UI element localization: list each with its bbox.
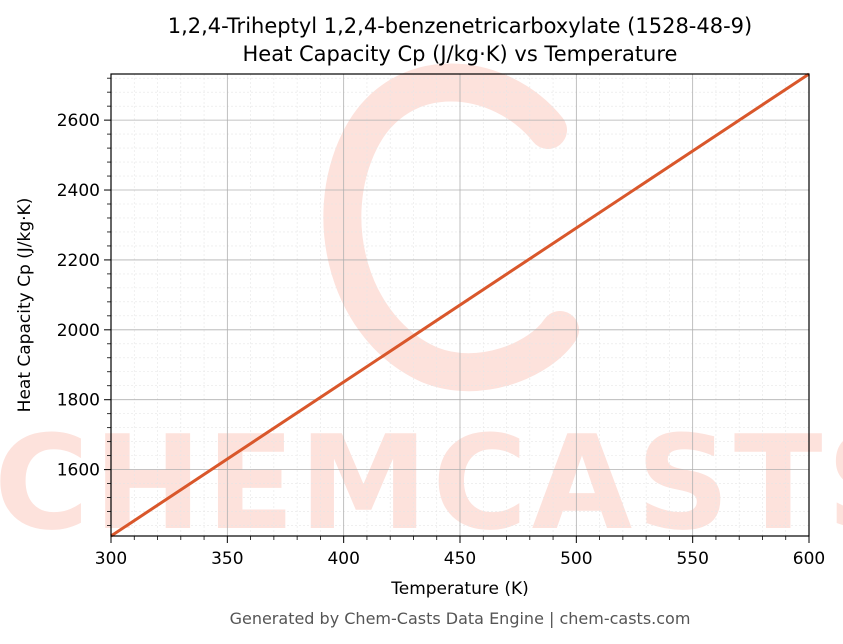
- y-tick-label: 2600: [57, 111, 100, 131]
- y-axis: 1600 1800 2000 2200 2400 2600: [57, 77, 111, 526]
- x-tick-label: 400: [327, 549, 359, 569]
- x-tick-label: 350: [211, 549, 243, 569]
- x-tick-label: 500: [560, 549, 592, 569]
- x-tick-label: 600: [793, 549, 825, 569]
- x-tick-label: 550: [676, 549, 708, 569]
- y-tick-label: 1800: [57, 391, 100, 411]
- watermark: CHEMCASTS: [0, 63, 843, 559]
- footer-credit: Generated by Chem-Casts Data Engine | ch…: [230, 609, 691, 628]
- y-tick-label: 2000: [57, 321, 100, 341]
- x-axis-label: Temperature (K): [390, 579, 529, 599]
- y-tick-label: 1600: [57, 461, 100, 481]
- series-line: [110, 72, 810, 538]
- x-tick-label: 300: [95, 549, 127, 569]
- series-layer: [110, 72, 810, 538]
- chart-subtitle: Heat Capacity Cp (J/kg·K) vs Temperature: [243, 42, 678, 66]
- y-tick-label: 2400: [57, 181, 100, 201]
- y-axis-label: Heat Capacity Cp (J/kg·K): [15, 198, 35, 413]
- x-axis: 300 350 400 450 500 550 600: [95, 536, 825, 569]
- watermark-text: CHEMCASTS: [0, 407, 843, 559]
- x-tick-label: 450: [444, 549, 476, 569]
- y-tick-label: 2200: [57, 251, 100, 271]
- watermark-logo-c: [323, 63, 579, 392]
- chart-title: 1,2,4-Triheptyl 1,2,4-benzenetricarboxyl…: [168, 14, 753, 38]
